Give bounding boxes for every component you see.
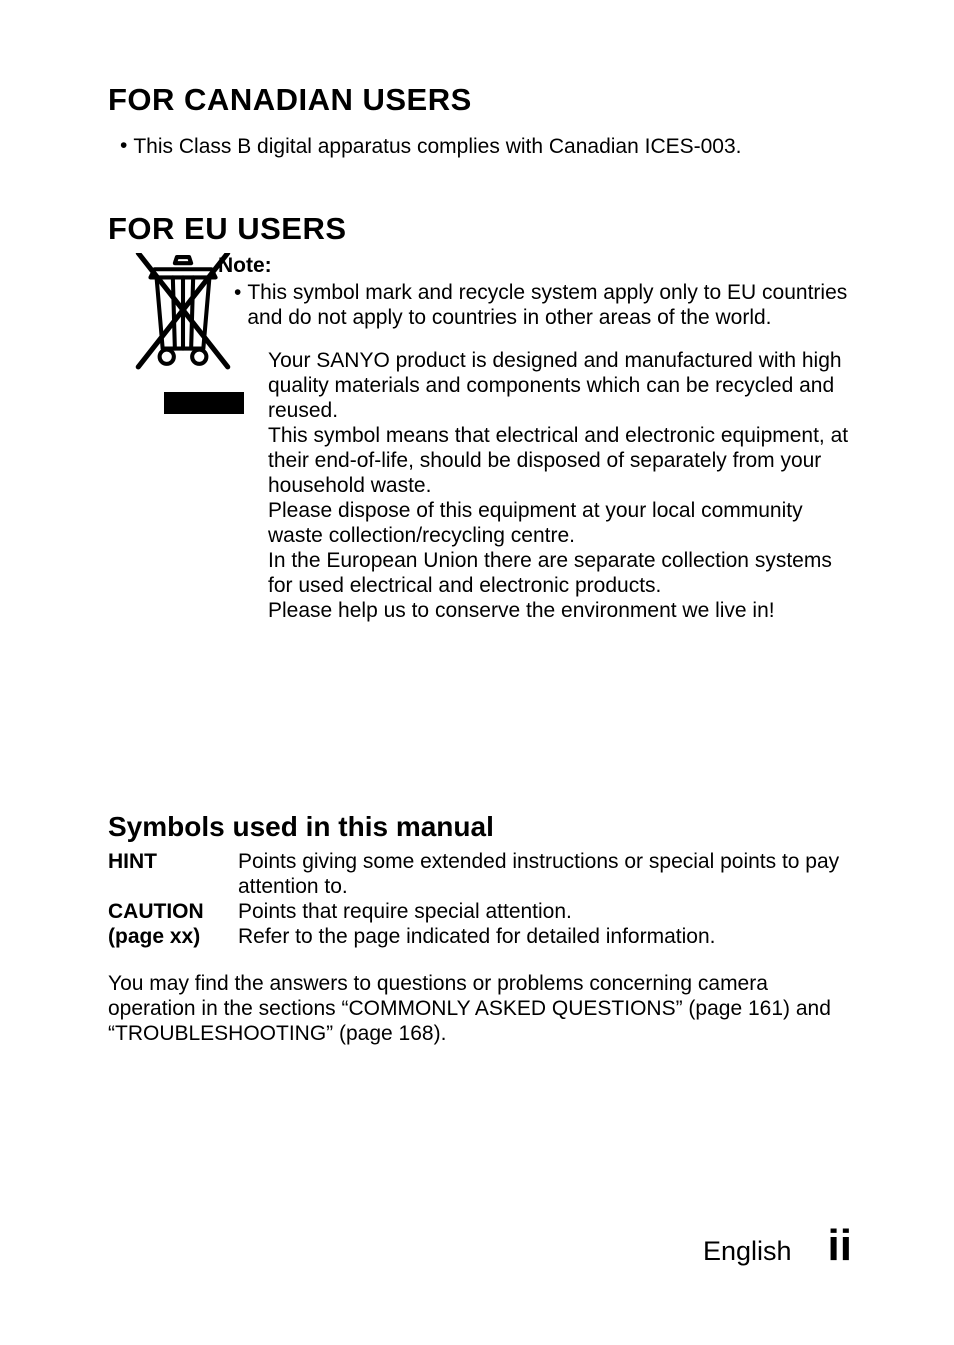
eu-content-block: Note: • This symbol mark and recycle sys… — [108, 253, 854, 623]
definitions-table: HINT Points giving some extended instruc… — [108, 849, 854, 949]
bullet-marker: • — [120, 134, 127, 158]
eu-note-bullet-text: This symbol mark and recycle system appl… — [247, 280, 854, 330]
eu-paragraph-2: This symbol means that electrical and el… — [268, 423, 854, 498]
eu-paragraph-3: Please dispose of this equipment at your… — [268, 498, 854, 548]
def-row-caution: CAUTION Points that require special atte… — [108, 899, 854, 924]
heading-symbols: Symbols used in this manual — [108, 811, 854, 843]
def-desc: Points giving some extended instructions… — [238, 849, 854, 899]
footer-language: English — [703, 1236, 792, 1267]
eu-paragraph-1: Your SANYO product is designed and manuf… — [268, 348, 854, 423]
def-desc: Refer to the page indicated for detailed… — [238, 924, 854, 949]
eu-paragraph-5: Please help us to conserve the environme… — [268, 598, 854, 623]
footer-page-number: ii — [828, 1221, 852, 1271]
note-label: Note: — [218, 253, 854, 278]
document-page: FOR CANADIAN USERS • This Class B digita… — [0, 0, 954, 1046]
symbols-section: Symbols used in this manual HINT Points … — [108, 811, 854, 1046]
def-term: (page xx) — [108, 924, 238, 949]
weee-solid-bar — [164, 392, 244, 414]
closing-paragraph: You may find the answers to questions or… — [108, 971, 854, 1046]
def-term: CAUTION — [108, 899, 238, 924]
canadian-bullet-row: • This Class B digital apparatus complie… — [108, 134, 854, 159]
canadian-bullet-text: This Class B digital apparatus complies … — [133, 134, 741, 159]
def-term: HINT — [108, 849, 238, 874]
def-row-hint: HINT Points giving some extended instruc… — [108, 849, 854, 899]
def-desc: Points that require special attention. — [238, 899, 854, 924]
heading-eu: FOR EU USERS — [108, 211, 854, 247]
def-row-pagexx: (page xx) Refer to the page indicated fo… — [108, 924, 854, 949]
eu-paragraph-4: In the European Union there are separate… — [268, 548, 854, 598]
eu-note-bullet-row: • This symbol mark and recycle system ap… — [234, 280, 854, 330]
page-footer: English ii — [703, 1221, 852, 1271]
eu-text-column: Note: • This symbol mark and recycle sys… — [276, 253, 854, 623]
heading-canadian: FOR CANADIAN USERS — [108, 82, 854, 118]
bullet-marker: • — [234, 280, 241, 305]
